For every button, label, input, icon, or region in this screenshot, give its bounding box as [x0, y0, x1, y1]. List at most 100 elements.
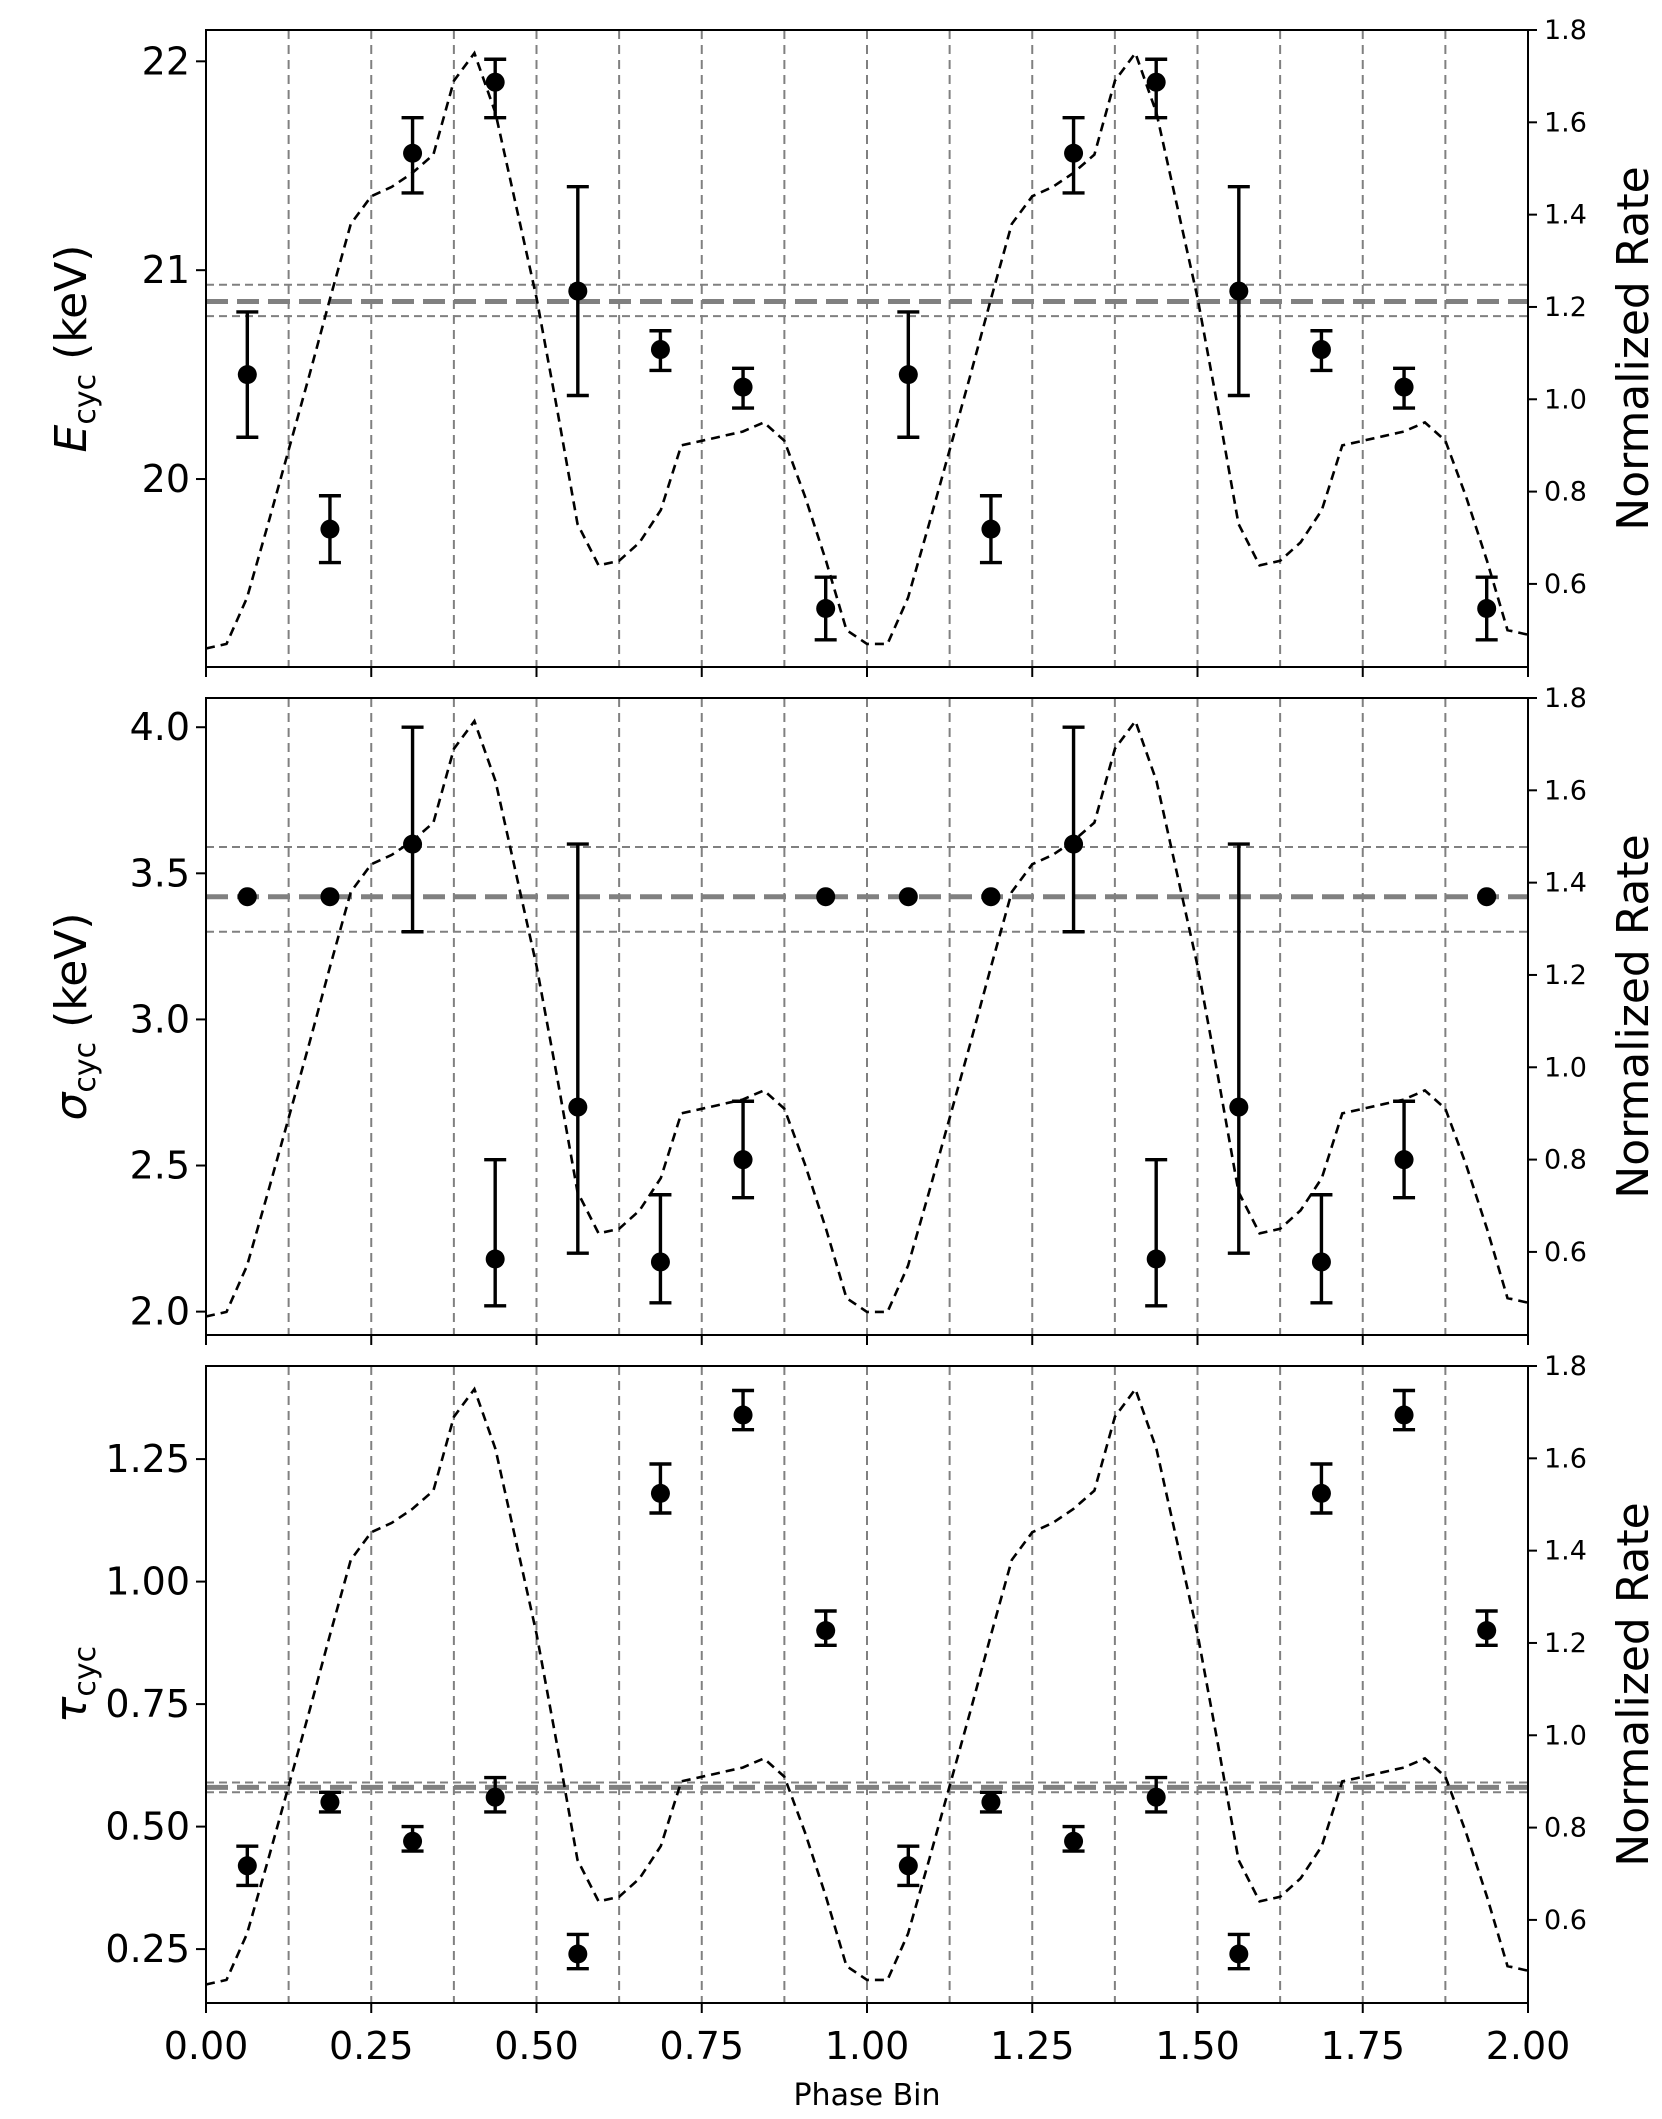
- y2-tick-label: 1.0: [1544, 384, 1587, 415]
- y-tick-label: 1.00: [105, 1560, 190, 1604]
- y-tick-label: 3.0: [130, 997, 190, 1041]
- y2-tick-label: 0.6: [1544, 1237, 1587, 1268]
- data-point: [898, 887, 918, 907]
- y2-tick-label: 1.8: [1544, 683, 1587, 714]
- data-point: [320, 1792, 340, 1812]
- data-point: [1229, 1944, 1249, 1964]
- y2-axis-label: Normalized Rate: [1608, 166, 1659, 530]
- data-point: [733, 1405, 753, 1425]
- y-tick-label: 21: [142, 248, 190, 292]
- y2-tick-label: 1.4: [1544, 1536, 1587, 1567]
- data-point: [1146, 72, 1166, 92]
- data-point: [1146, 1787, 1166, 1807]
- y-tick-label: 1.25: [105, 1437, 190, 1481]
- y2-tick-label: 0.8: [1544, 477, 1587, 508]
- data-point: [403, 834, 423, 854]
- data-point: [1477, 599, 1497, 619]
- data-point: [1064, 834, 1084, 854]
- y-tick-label: 4.0: [130, 705, 190, 749]
- y2-tick-label: 0.6: [1544, 1905, 1587, 1936]
- y-tick-label: 20: [142, 457, 190, 501]
- y-tick-label: 0.75: [105, 1682, 190, 1726]
- y-axis-label-symbol: τ: [46, 1696, 97, 1723]
- data-point: [568, 1097, 588, 1117]
- data-point: [1229, 281, 1249, 301]
- data-point: [568, 1944, 588, 1964]
- x-tick-label: 1.50: [1155, 2024, 1240, 2068]
- data-point: [1394, 377, 1414, 397]
- y-tick-label: 22: [142, 39, 190, 83]
- data-point: [650, 1252, 670, 1272]
- y2-tick-label: 0.8: [1544, 1813, 1587, 1844]
- y-axis-label-unit: (keV): [46, 245, 97, 374]
- data-point: [403, 1831, 423, 1851]
- x-axis-label: Phase Bin: [793, 2078, 940, 2113]
- y2-axis-label: Normalized Rate: [1608, 834, 1659, 1198]
- data-point: [320, 887, 340, 907]
- data-point: [568, 281, 588, 301]
- y2-tick-label: 1.2: [1544, 292, 1587, 323]
- y2-tick-label: 1.4: [1544, 868, 1587, 899]
- y-axis-label: σcyc (keV): [46, 912, 103, 1120]
- data-point: [816, 599, 836, 619]
- x-tick-label: 1.25: [990, 2024, 1075, 2068]
- data-point: [485, 1249, 505, 1269]
- data-point: [1477, 887, 1497, 907]
- y2-tick-label: 1.2: [1544, 960, 1587, 991]
- x-tick-label: 0.25: [329, 2024, 414, 2068]
- data-point: [1064, 1831, 1084, 1851]
- y-axis-label-subscript: cyc: [68, 1646, 103, 1697]
- y-axis-label-symbol: σ: [46, 1092, 97, 1121]
- data-point: [403, 143, 423, 163]
- data-point: [1394, 1150, 1414, 1170]
- y2-tick-label: 1.8: [1544, 1351, 1587, 1382]
- panel-sigma_cyc: 2.0 2.5 3.0 3.5 4.0 0.6 0.8 1.0 1.2 1.4 1.6 1.8 σcyc…: [46, 683, 1659, 1345]
- y-tick-label: 2.5: [130, 1144, 190, 1188]
- data-point: [1311, 1252, 1331, 1272]
- y2-tick-label: 1.8: [1544, 15, 1587, 46]
- data-point: [1311, 340, 1331, 360]
- data-point: [981, 519, 1001, 539]
- normalized-rate-curve: [205, 50, 1529, 650]
- data-point: [1394, 1405, 1414, 1425]
- y2-axis-label: Normalized Rate: [1608, 1502, 1659, 1866]
- data-point: [981, 1792, 1001, 1812]
- data-point: [485, 1787, 505, 1807]
- data-point: [981, 887, 1001, 907]
- y-axis-label: Ecyc (keV): [46, 245, 103, 453]
- y-tick-label: 2.0: [130, 1290, 190, 1334]
- y2-tick-label: 0.6: [1544, 569, 1587, 600]
- y-axis-label-subscript: cyc: [68, 1042, 103, 1093]
- y2-tick-label: 1.2: [1544, 1628, 1587, 1659]
- data-point: [1064, 143, 1084, 163]
- data-point: [1146, 1249, 1166, 1269]
- data-point: [1477, 1621, 1497, 1641]
- x-tick-label: 1.75: [1320, 2024, 1405, 2068]
- y2-tick-label: 1.0: [1544, 1052, 1587, 1083]
- data-point: [898, 365, 918, 385]
- data-point: [237, 365, 257, 385]
- y-axis-label: τcyc: [46, 1646, 103, 1723]
- y2-tick-label: 1.4: [1544, 200, 1587, 231]
- y-tick-label: 0.25: [105, 1927, 190, 1971]
- y-tick-label: 3.5: [130, 851, 190, 895]
- panel-E_cyc: 20 21 22 0.6 0.8 1.0 1.2 1.4 1.6 1.8 Ecyc (keV) Nor…: [46, 15, 1659, 677]
- panel-tau_cyc: 0.25 0.50 0.75 1.00 1.25 0.6 0.8 1.0 1.2 1.4 1.6 1.…: [46, 1351, 1659, 2013]
- y2-tick-label: 1.6: [1544, 107, 1587, 138]
- x-tick-label: 1.00: [825, 2024, 910, 2068]
- data-point: [733, 1150, 753, 1170]
- x-tick-label: 0.50: [494, 2024, 579, 2068]
- data-point: [1311, 1483, 1331, 1503]
- y2-tick-label: 1.6: [1544, 775, 1587, 806]
- x-tick-label: 2.00: [1486, 2024, 1571, 2068]
- x-tick-label: 0.00: [164, 2024, 249, 2068]
- data-point: [733, 377, 753, 397]
- data-point: [237, 1856, 257, 1876]
- data-point: [650, 340, 670, 360]
- data-point: [237, 887, 257, 907]
- x-tick-label: 0.75: [659, 2024, 744, 2068]
- normalized-rate-curve: [205, 718, 1529, 1318]
- y-axis-label-subscript: cyc: [68, 374, 103, 425]
- data-point: [898, 1856, 918, 1876]
- y2-tick-label: 1.0: [1544, 1720, 1587, 1751]
